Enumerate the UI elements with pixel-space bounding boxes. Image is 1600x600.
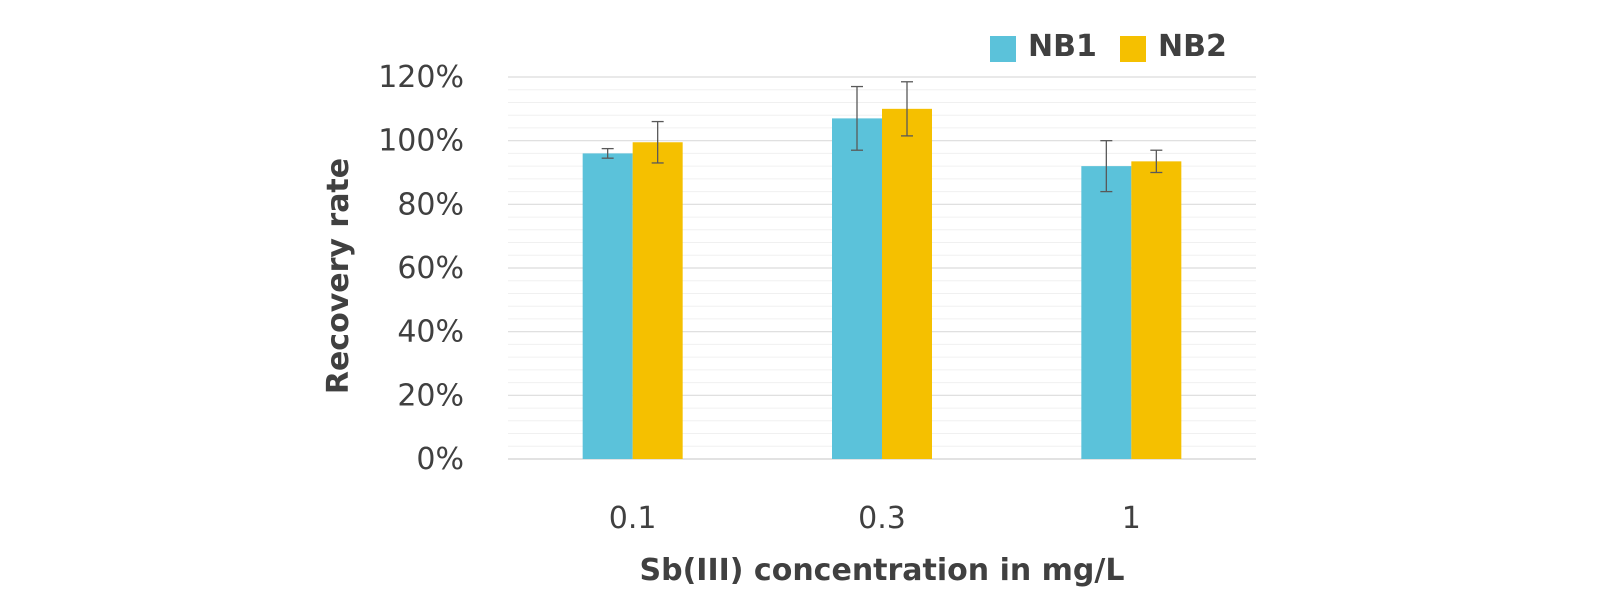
- legend-label-nb1: NB1: [1028, 29, 1097, 64]
- bar-nb2-0.3: [882, 108, 932, 459]
- y-tick-label: 20%: [397, 378, 464, 413]
- y-tick-label: 100%: [378, 124, 464, 159]
- bar-nb2-1: [1131, 161, 1182, 459]
- bar-nb2-0.1: [632, 142, 683, 459]
- y-tick-label: 80%: [397, 187, 464, 222]
- y-tick-label: 120%: [378, 60, 464, 95]
- x-axis-tick-labels: 0.1 0.3 1: [609, 501, 1141, 536]
- y-tick-label: 60%: [397, 251, 464, 286]
- bar-nb1-0.1: [582, 153, 633, 459]
- bars: [582, 108, 1182, 459]
- legend-swatch-nb2: [1120, 36, 1146, 62]
- error-bars: [601, 81, 1163, 193]
- legend: NB1 NB2: [990, 29, 1227, 64]
- y-axis-tick-labels: 0% 20% 40% 60% 80% 100% 120%: [378, 60, 464, 477]
- bar-nb1-1: [1081, 166, 1132, 459]
- y-axis-title: Recovery rate: [321, 158, 356, 394]
- x-tick-label: 0.3: [858, 501, 906, 536]
- x-tick-label: 1: [1122, 501, 1141, 536]
- x-tick-label: 0.1: [609, 501, 657, 536]
- bar-nb1-0.3: [832, 118, 882, 459]
- y-tick-label: 0%: [416, 442, 464, 477]
- legend-swatch-nb1: [990, 36, 1016, 62]
- x-axis-title: Sb(III) concentration in mg/L: [640, 553, 1125, 588]
- legend-label-nb2: NB2: [1158, 29, 1227, 64]
- y-tick-label: 40%: [397, 315, 464, 350]
